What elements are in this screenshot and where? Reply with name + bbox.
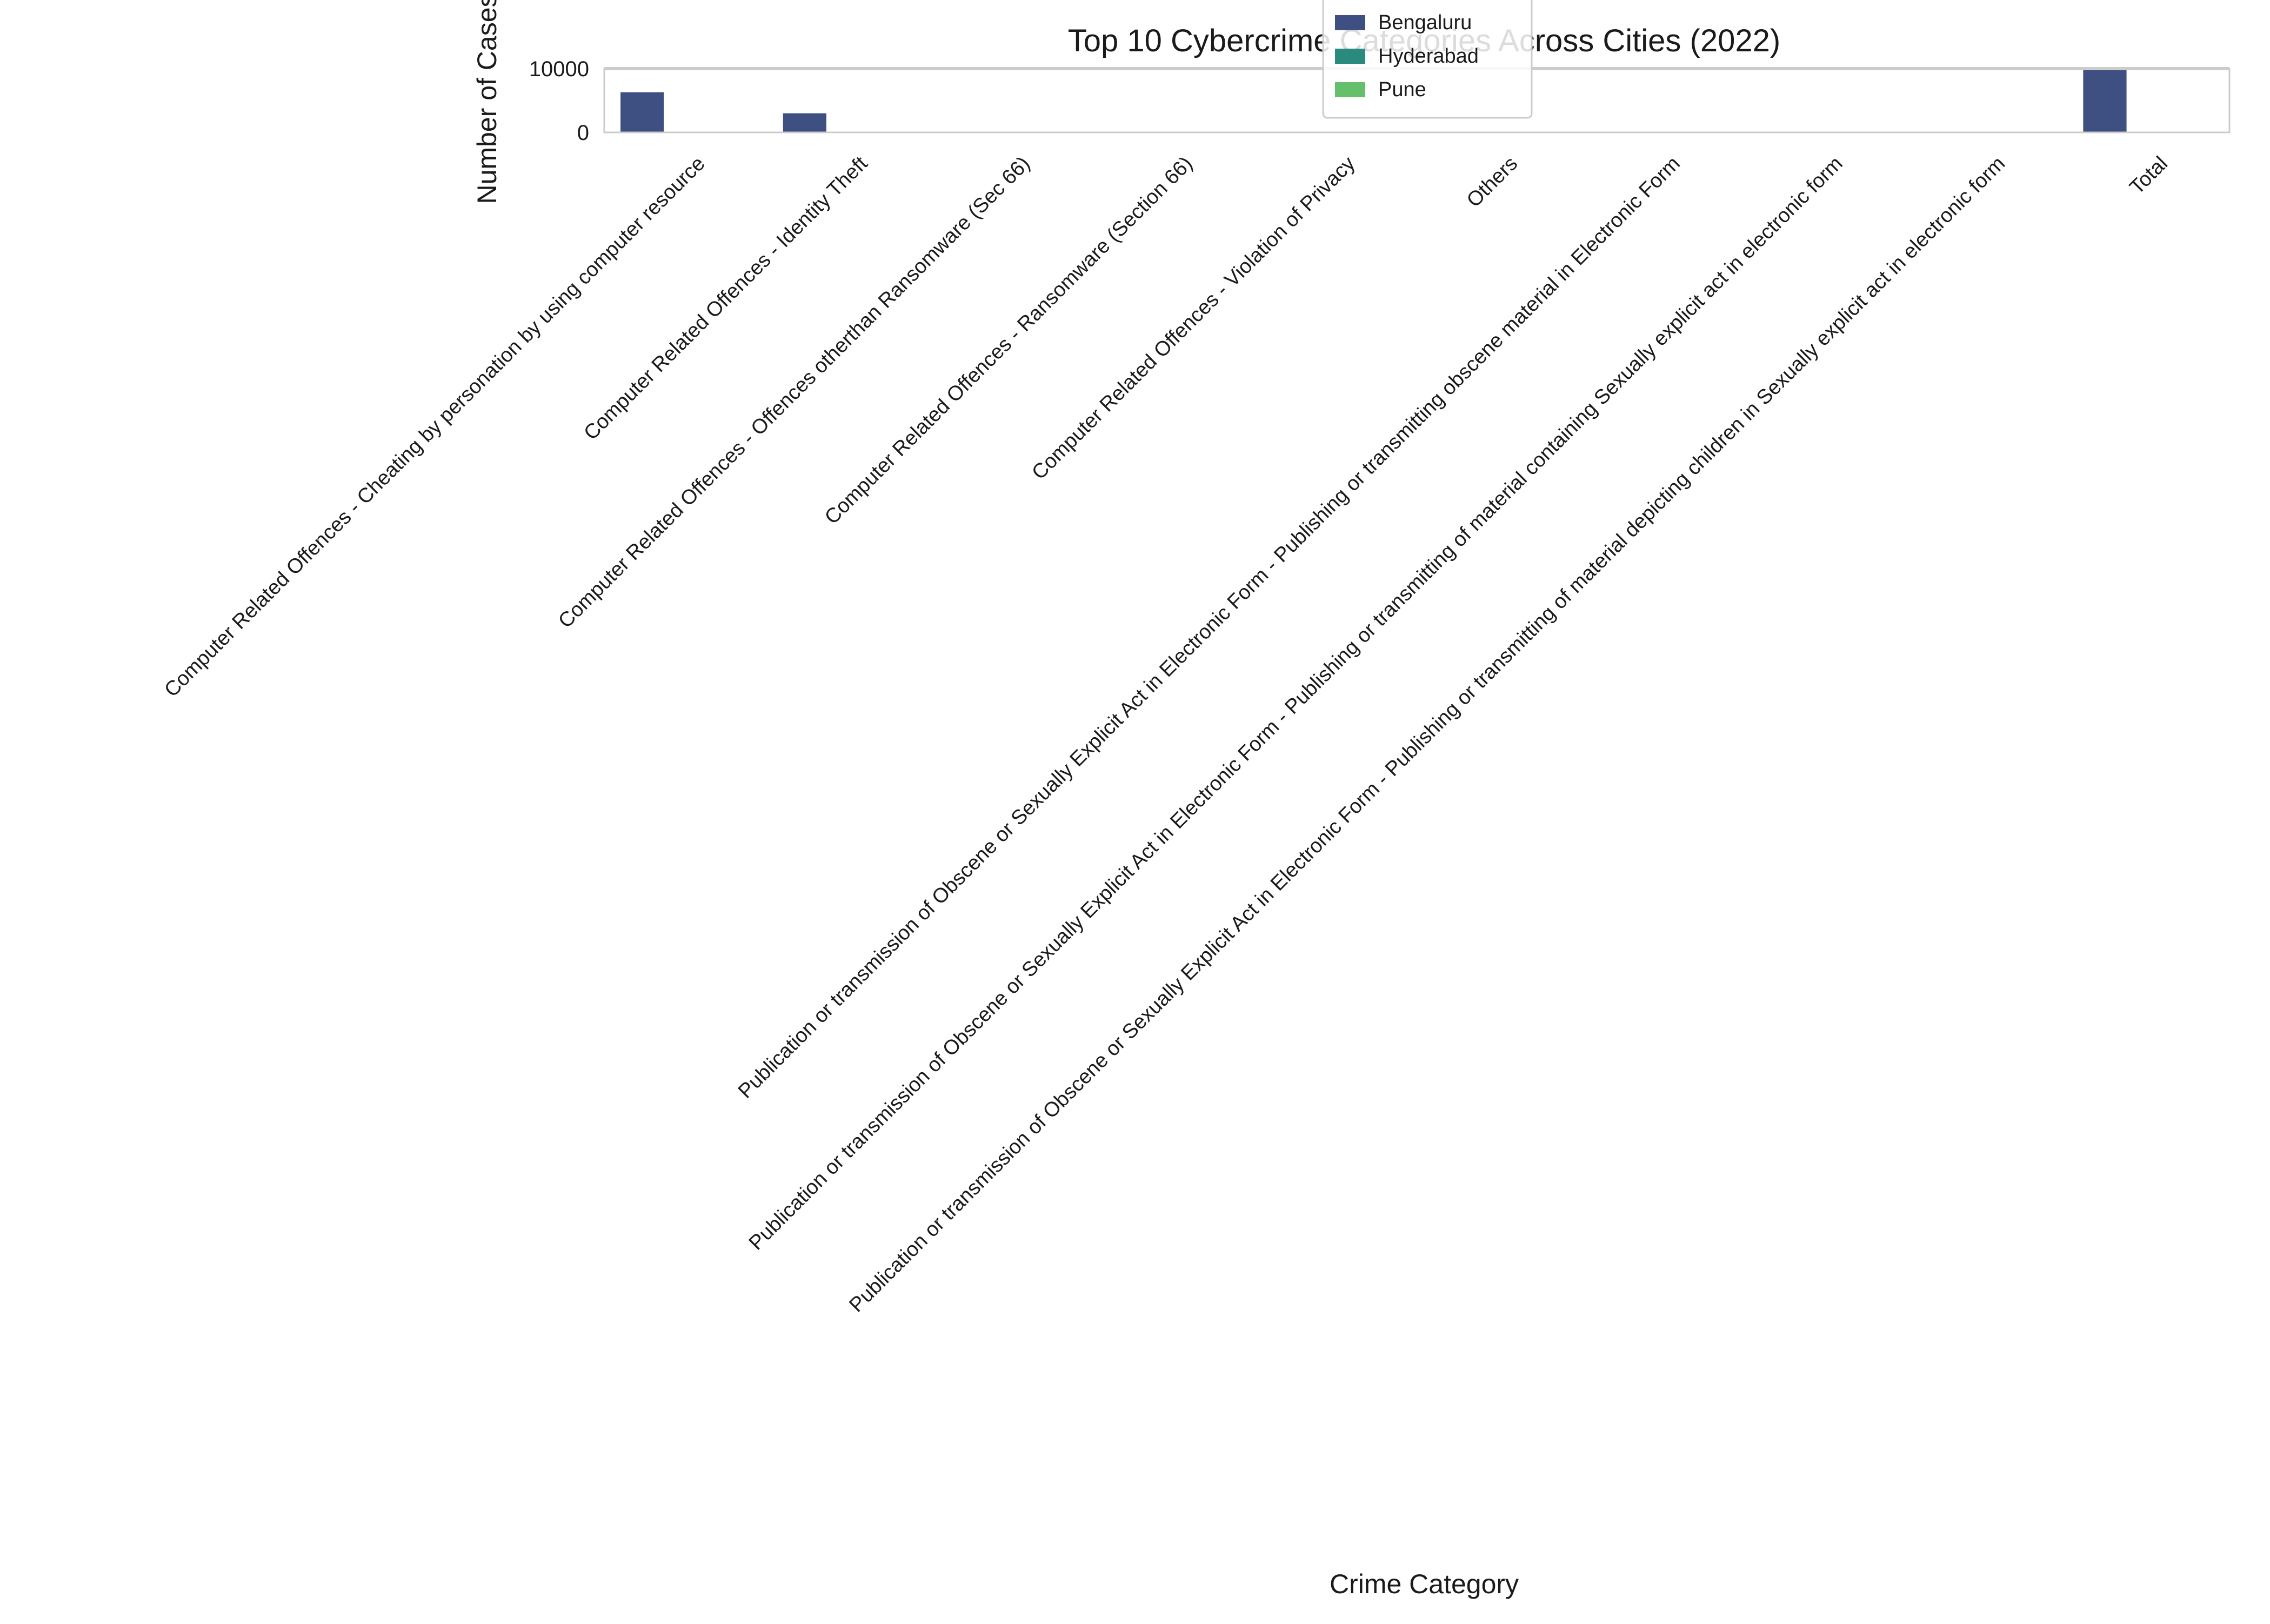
x-tick-label: Computer Related Offences - Cheating by … — [160, 152, 709, 701]
legend-box — [1322, 0, 1533, 119]
x-tick-label: Others — [1463, 152, 1522, 212]
legend-label-pune: Pune — [1378, 78, 1426, 101]
x-axis-label: Crime Category — [1330, 1569, 1519, 1599]
y-axis-label: Number of Cases — [472, 0, 502, 204]
legend-swatch-bengaluru — [1335, 15, 1365, 30]
legend: Bengaluru Hyderabad Pune — [1322, 0, 1533, 119]
y-tick-label: 10000 — [529, 57, 589, 81]
x-tick-label: Computer Related Offences - Ransomware (… — [820, 152, 1197, 529]
legend-swatch-hyderabad — [1335, 49, 1365, 64]
bar-bengaluru-1 — [783, 113, 826, 132]
x-tick-labels: Computer Related Offences - Cheating by … — [160, 152, 2172, 1316]
bars-layer — [620, 69, 2127, 132]
bar-bengaluru-9 — [2083, 69, 2127, 132]
y-tick-label: 0 — [577, 121, 589, 145]
legend-swatch-pune — [1335, 82, 1365, 97]
legend-label-bengaluru: Bengaluru — [1378, 11, 1472, 34]
x-tick-label: Publication or transmission of Obscene o… — [745, 152, 1847, 1255]
legend-label-hyderabad: Hyderabad — [1378, 45, 1479, 68]
x-tick-label: Total — [2126, 152, 2172, 199]
bar-bengaluru-0 — [620, 92, 664, 132]
x-tick-label: Computer Related Offences - Violation of… — [1027, 152, 1359, 484]
x-tick-label: Computer Related Offences - Identity The… — [579, 152, 872, 444]
